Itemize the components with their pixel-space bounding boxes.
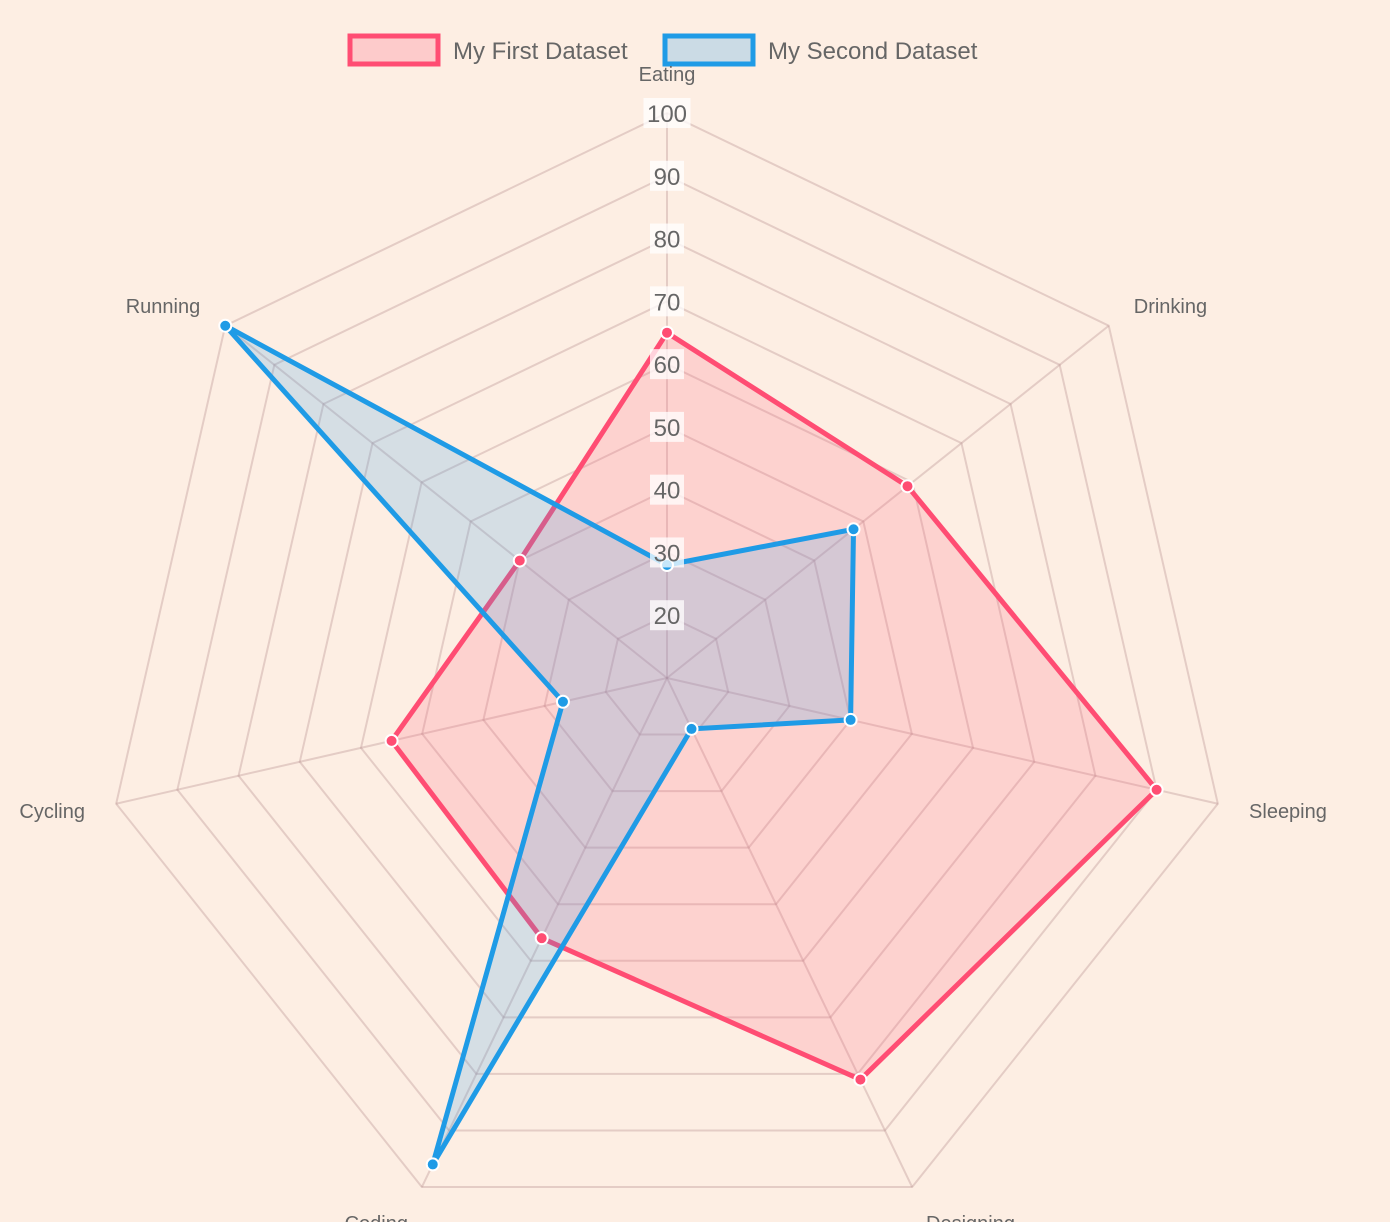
tick-backdrop <box>650 223 684 254</box>
legend-swatch-first[interactable] <box>347 33 441 67</box>
tick-label: 100 <box>647 101 687 128</box>
series-2-point[interactable] <box>846 522 861 537</box>
tick-labels: 20 30 40 50 60 70 80 90 100 <box>643 98 691 631</box>
axis-label-cycling: Cycling <box>19 801 85 823</box>
grid-ring <box>482 488 852 849</box>
tick-label: 40 <box>654 478 681 505</box>
grid-ring <box>359 363 975 962</box>
series-2-point[interactable] <box>684 721 699 736</box>
legend-label-second[interactable]: My Second Dataset <box>768 38 978 65</box>
datasets <box>218 318 1164 1172</box>
grid-ring <box>604 614 730 736</box>
series-1-point[interactable] <box>384 733 399 748</box>
grid-ring <box>543 551 791 793</box>
series-1-point[interactable] <box>534 931 549 946</box>
grid-ring <box>237 237 1097 1075</box>
grid-ring <box>298 300 1036 1019</box>
tick-label: 30 <box>654 540 681 567</box>
axis-labels: Eating Drinking Sleeping Designing Coding Cyc… <box>19 64 1326 1222</box>
angle-line <box>666 677 1219 805</box>
axis-label-coding: Coding <box>345 1213 408 1222</box>
series-1-point[interactable] <box>900 479 915 494</box>
axis-label-sleeping: Sleeping <box>1249 801 1327 823</box>
series-1-point[interactable] <box>1149 782 1164 797</box>
tick-label: 70 <box>654 289 681 316</box>
tick-backdrop <box>650 286 684 317</box>
legend-label-first[interactable]: My First Dataset <box>453 38 628 65</box>
tick-backdrop <box>650 474 684 505</box>
tick-backdrop <box>650 537 684 568</box>
tick-backdrop <box>650 349 684 380</box>
tick-backdrop <box>650 411 684 442</box>
legend: My First Dataset My Second Dataset <box>347 33 978 67</box>
tick-label: 20 <box>654 603 681 630</box>
series-2-point[interactable] <box>425 1157 440 1172</box>
grid-ring <box>176 174 1158 1132</box>
tick-backdrop <box>650 600 684 631</box>
series-1-point[interactable] <box>660 325 674 340</box>
series-2-point[interactable] <box>218 318 233 333</box>
series-1-point[interactable] <box>853 1072 868 1087</box>
series-1-point[interactable] <box>512 553 527 568</box>
grid-ring <box>115 111 1219 1189</box>
angle-line <box>666 324 1110 679</box>
tick-label: 50 <box>654 415 681 442</box>
axis-label-eating: Eating <box>639 64 696 86</box>
series-2-area <box>223 323 857 1166</box>
axis-label-drinking: Drinking <box>1134 296 1207 318</box>
axis-label-running: Running <box>126 296 201 318</box>
tick-label: 80 <box>654 227 681 254</box>
tick-backdrop <box>650 160 684 191</box>
angle-line <box>224 324 668 679</box>
grid-ring <box>421 425 913 906</box>
series-2-point[interactable] <box>843 712 858 727</box>
tick-backdrop <box>643 98 691 128</box>
tick-label: 60 <box>654 352 681 379</box>
tick-label: 90 <box>654 164 681 191</box>
series-2-point[interactable] <box>555 694 570 709</box>
angle-line <box>666 677 914 1188</box>
legend-swatch-second[interactable] <box>662 33 756 67</box>
axis-label-designing: Designing <box>926 1213 1015 1222</box>
